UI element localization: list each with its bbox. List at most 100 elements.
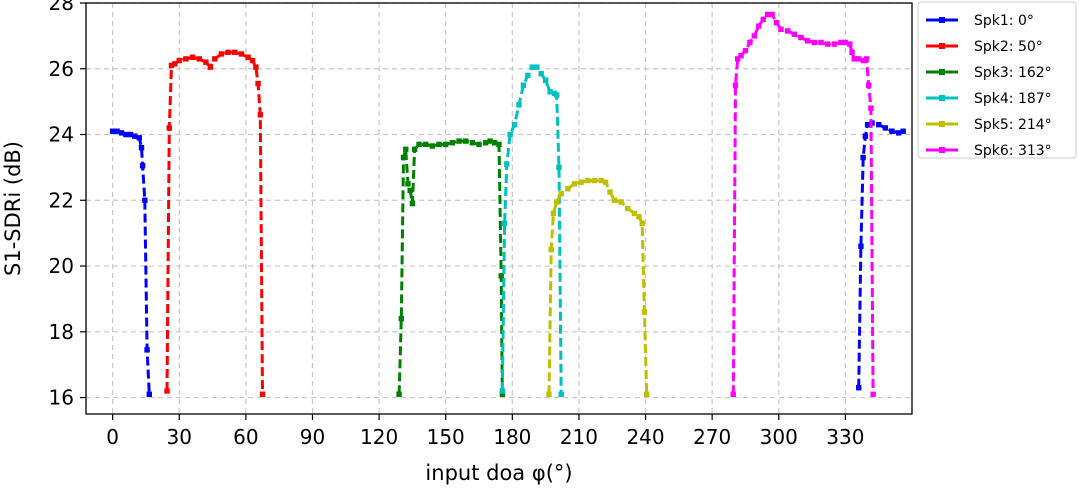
data-point: [498, 273, 504, 279]
data-point: [409, 200, 416, 207]
data-point: [643, 391, 650, 397]
series-2: [164, 49, 266, 397]
legend-item: Spk1: 0°: [926, 13, 1034, 29]
series-line: [397, 139, 504, 395]
data-point: [245, 54, 251, 60]
data-point: [142, 197, 148, 203]
x-tick-label: 30: [167, 425, 192, 449]
data-point: [238, 51, 245, 57]
y-tick-label: 28: [49, 0, 74, 15]
data-point: [773, 20, 780, 26]
data-point: [798, 34, 804, 41]
data-point: [856, 56, 862, 62]
y-tick-label: 16: [49, 386, 74, 410]
series-line: [112, 129, 151, 395]
data-point: [416, 141, 422, 148]
data-point: [525, 72, 531, 79]
plot-frame: [85, 2, 913, 415]
y-tick-label: 24: [49, 123, 74, 147]
data-point: [423, 141, 429, 148]
data-point: [538, 70, 544, 77]
data-point: [218, 51, 225, 57]
legend-swatch-marker: [939, 121, 945, 127]
data-point: [862, 133, 869, 139]
data-point: [253, 64, 259, 70]
data-point: [482, 140, 489, 146]
legend-label: Spk5: 214°: [974, 117, 1052, 133]
data-point: [511, 121, 518, 128]
data-point: [598, 177, 604, 184]
data-point: [196, 56, 202, 62]
data-point: [818, 39, 824, 46]
data-point: [118, 130, 125, 136]
legend-item: Spk5: 214°: [926, 117, 1052, 133]
data-point: [824, 41, 831, 47]
data-point: [168, 62, 175, 69]
data-point: [487, 138, 493, 144]
data-point: [469, 140, 476, 146]
data-point: [136, 135, 142, 141]
data-point: [804, 38, 811, 44]
x-axis-label: input doa φ(°): [425, 461, 572, 485]
data-point: [875, 121, 882, 128]
data-point: [591, 177, 598, 184]
data-point: [109, 128, 116, 134]
legend-label: Spk6: 313°: [974, 143, 1052, 159]
data-point: [747, 39, 753, 46]
data-point: [249, 57, 256, 64]
x-tick-label: 300: [760, 425, 798, 449]
data-point: [842, 39, 849, 46]
data-point: [756, 23, 762, 29]
x-tick-label: 90: [300, 425, 325, 449]
data-point: [618, 199, 624, 205]
data-point: [864, 121, 871, 128]
data-point: [611, 197, 618, 203]
data-point: [631, 210, 638, 217]
data-point: [144, 347, 150, 353]
legend-box: [917, 1, 1077, 159]
series-5: [546, 177, 650, 397]
data-point: [501, 220, 508, 226]
data-point: [183, 56, 189, 62]
data-point: [396, 391, 402, 397]
data-point: [400, 154, 407, 161]
data-point: [571, 181, 578, 187]
data-point: [164, 388, 170, 394]
data-point: [554, 199, 560, 205]
data-point: [398, 315, 405, 322]
data-point: [456, 138, 462, 144]
legend-item: Spk4: 187°: [926, 91, 1052, 107]
data-point: [403, 146, 409, 153]
data-point: [556, 164, 562, 171]
data-point: [127, 131, 134, 138]
data-point: [132, 133, 138, 139]
data-point: [578, 179, 584, 185]
data-point: [542, 77, 549, 83]
data-point: [203, 59, 209, 65]
data-point: [547, 89, 553, 95]
legend: Spk1: 0° Spk2: 50° Spk3: 162° Spk4: 187° Spk…: [917, 1, 1077, 159]
axis-ticks: 0 30 60 90 120 150 180 210 240 270 300 330 16 18 20 22 2…: [49, 0, 865, 449]
x-tick-label: 150: [427, 425, 465, 449]
data-point: [760, 16, 766, 23]
data-point: [476, 141, 482, 148]
data-point: [259, 391, 266, 397]
data-point: [751, 33, 758, 39]
data-point: [558, 191, 564, 197]
data-point: [429, 143, 436, 149]
legend-item: Spk3: 162°: [926, 65, 1052, 81]
data-point: [900, 128, 906, 134]
legend-swatch-marker: [939, 17, 945, 23]
legend-item: Spk6: 313°: [926, 143, 1052, 159]
data-point: [895, 130, 902, 136]
data-point: [734, 56, 741, 62]
data-point: [565, 186, 571, 192]
data-point: [504, 161, 510, 167]
data-point: [882, 125, 889, 131]
data-point: [255, 80, 261, 87]
data-point: [546, 391, 552, 397]
legend-label: Spk3: 162°: [974, 65, 1052, 81]
legend-swatch-marker: [939, 69, 945, 75]
data-point: [639, 220, 645, 226]
